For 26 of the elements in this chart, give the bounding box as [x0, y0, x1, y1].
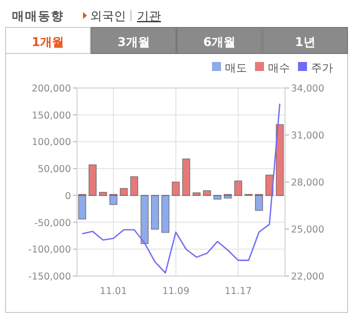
text: 3개월	[117, 35, 150, 49]
chart-title: 매매동향	[12, 9, 64, 23]
text: 1개월	[32, 35, 64, 49]
legend-label: 매도	[225, 62, 247, 74]
x-tick-label: 11.17	[224, 286, 252, 297]
y-tick-label: 150,000	[32, 110, 71, 122]
text: 기관	[137, 9, 161, 23]
y2-tick-label: 22,000	[291, 272, 324, 282]
legend-label: 주가	[311, 62, 333, 74]
y-tick-label: 50,000	[38, 164, 71, 176]
y2-tick-label: 28,000	[291, 178, 324, 188]
y2-tick-label: 34,000	[291, 84, 324, 94]
text: 6개월	[203, 35, 236, 49]
y-tick-label: 100,000	[32, 137, 71, 148]
x-tick-label: 11.01	[100, 286, 127, 297]
text: 1년	[294, 35, 316, 49]
text: 외국인	[90, 9, 126, 23]
x-tick-label: 11.09	[162, 286, 190, 297]
y2-tick-label: 31,000	[291, 130, 324, 142]
y-tick-label: -150,000	[28, 272, 71, 282]
y-tick-label: 200,000	[32, 84, 71, 94]
y2-tick-label: 25,000	[291, 224, 324, 236]
legend-label: 매수	[268, 62, 290, 74]
y-tick-label: -50,000	[34, 218, 71, 229]
y-tick-label: 0	[64, 190, 71, 202]
y-tick-label: -100,000	[28, 244, 71, 256]
